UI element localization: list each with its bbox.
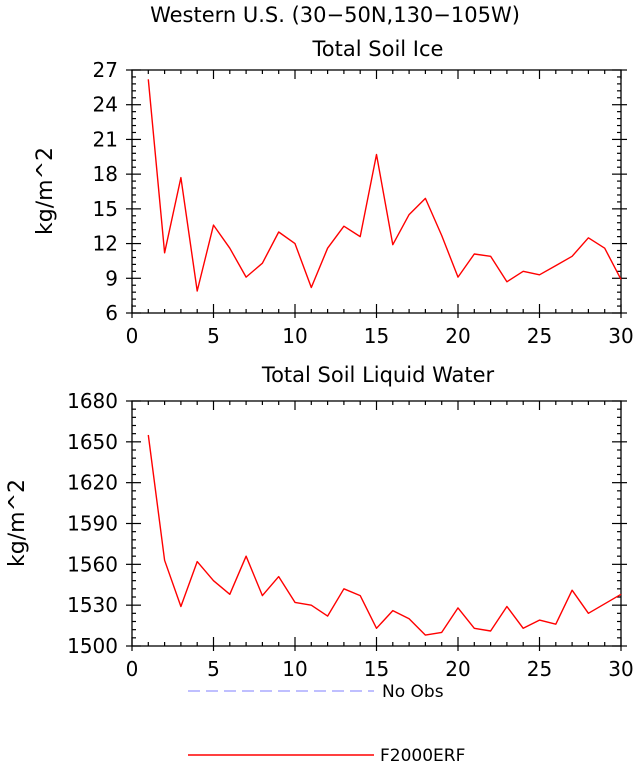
y-tick-label: 1500 [67, 634, 118, 658]
chart-panel-soil-ice: Total Soil Ice 0 5 10 15 20 25 30 6 9 12 15 18 21 24… [33, 37, 634, 348]
series-line-f2000erf [147, 79, 622, 292]
y-axis-label: kg/m^2 [5, 479, 30, 567]
series-line-f2000erf [147, 434, 622, 636]
x-tick-label: 30 [608, 657, 633, 681]
y-tick-label: 1650 [67, 430, 118, 454]
y-tick-label: 27 [93, 58, 118, 82]
x-tick-label: 25 [527, 324, 552, 348]
axis-ticks [126, 400, 627, 651]
y-tick-label: 1680 [67, 389, 118, 413]
x-tick-label: 25 [527, 657, 552, 681]
y-tick-label: 1560 [67, 552, 118, 576]
y-tick-label: 1620 [67, 471, 118, 495]
y-tick-labels: 1500 1530 1560 1590 1620 1650 1680 [67, 389, 118, 658]
legend-label-f2000erf: F2000ERF [380, 746, 465, 764]
x-tick-label: 20 [445, 324, 470, 348]
y-tick-label: 1590 [67, 512, 118, 536]
series-layer [147, 79, 622, 292]
y-tick-label: 6 [105, 301, 118, 325]
x-tick-label: 15 [364, 657, 389, 681]
series-layer [147, 434, 622, 636]
y-tick-label: 1530 [67, 593, 118, 617]
x-tick-label: 10 [282, 657, 307, 681]
x-tick-label: 10 [282, 324, 307, 348]
x-tick-labels: 0 5 10 15 20 25 30 [126, 324, 634, 348]
y-tick-label: 21 [93, 127, 118, 151]
y-axis-label: kg/m^2 [33, 147, 58, 235]
y-tick-label: 24 [93, 93, 118, 117]
x-tick-label: 15 [364, 324, 389, 348]
chart-title: Total Soil Ice [312, 37, 444, 61]
plot-frame [131, 69, 622, 314]
x-tick-label: 0 [126, 657, 139, 681]
y-tick-label: 9 [105, 266, 118, 290]
y-tick-label: 18 [93, 162, 118, 186]
x-tick-label: 5 [207, 657, 220, 681]
page-title: Western U.S. (30−50N,130−105W) [150, 3, 520, 27]
chart-panel-soil-liquid-water: Total Soil Liquid Water 0 5 10 15 20 25 30 150… [5, 363, 634, 681]
x-tick-label: 5 [207, 324, 220, 348]
x-tick-label: 0 [126, 324, 139, 348]
x-tick-labels: 0 5 10 15 20 25 30 [126, 657, 634, 681]
x-tick-label: 30 [608, 324, 633, 348]
plot-frame [131, 400, 622, 647]
legend-label-no-obs: No Obs [382, 682, 444, 702]
y-tick-label: 15 [93, 197, 118, 221]
chart-title: Total Soil Liquid Water [261, 363, 495, 387]
x-tick-label: 20 [445, 657, 470, 681]
axis-ticks [126, 69, 627, 318]
y-tick-label: 12 [93, 232, 118, 256]
legend: No Obs F2000ERF [188, 682, 465, 764]
y-tick-labels: 6 9 12 15 18 21 24 27 [93, 58, 118, 325]
